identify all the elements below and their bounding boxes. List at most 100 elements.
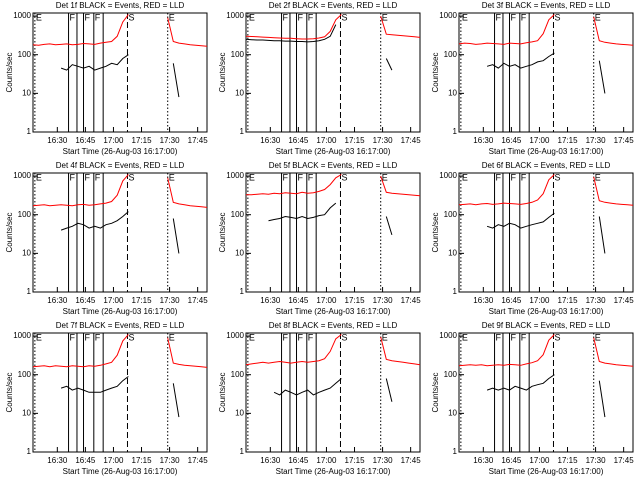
event-label: S — [554, 12, 560, 22]
event-label: F — [496, 332, 502, 342]
x-tick-label: 17:30 — [160, 296, 181, 305]
x-tick-label: 17:30 — [586, 296, 607, 305]
panel: Det 8f BLACK = Events, RED = LLD Start Ti… — [218, 321, 421, 476]
event-label: F — [298, 332, 304, 342]
panel-title: Det 1f BLACK = Events, RED = LLD — [56, 1, 185, 10]
x-tick-label: 16:45 — [75, 296, 96, 305]
event-label: E — [249, 332, 255, 342]
x-tick-label: 17:45 — [614, 456, 635, 465]
y-tick-label: 10 — [235, 408, 244, 417]
event-label: S — [128, 332, 134, 342]
event-label: F — [298, 172, 304, 182]
event-label: F — [308, 172, 314, 182]
data-line — [486, 52, 606, 94]
x-tick-label: 16:30 — [473, 136, 494, 145]
x-tick-label: 16:30 — [473, 456, 494, 465]
data-line — [458, 14, 634, 46]
y-axis-label: Counts/sec — [431, 212, 440, 252]
x-axis-label: Start Time (26-Aug-03 16:17:00) — [489, 307, 604, 316]
data-line — [246, 174, 421, 197]
y-tick-label: 100 — [18, 210, 32, 219]
event-label: F — [85, 12, 91, 22]
y-tick-label: 100 — [231, 370, 245, 379]
event-label: F — [283, 172, 289, 182]
event-label: E — [462, 332, 468, 342]
data-line — [245, 14, 421, 40]
x-tick-label: 17:15 — [558, 136, 579, 145]
event-label: F — [283, 332, 289, 342]
y-tick-label: 1 — [240, 447, 245, 456]
panel: Det 9f BLACK = Events, RED = LLD Start Ti… — [431, 321, 634, 476]
x-tick-label: 17:00 — [316, 456, 337, 465]
x-tick-label: 16:45 — [501, 136, 522, 145]
x-tick-label: 17:30 — [586, 136, 607, 145]
y-tick-label: 1000 — [226, 331, 244, 340]
y-axis-label: Counts/sec — [5, 372, 14, 412]
x-tick-label: 17:45 — [614, 136, 635, 145]
x-tick-label: 16:45 — [75, 136, 96, 145]
y-axis-label: Counts/sec — [431, 52, 440, 92]
plot-frame — [32, 12, 208, 133]
x-tick-label: 16:45 — [288, 456, 309, 465]
event-label: F — [70, 332, 76, 342]
x-tick-label: 17:15 — [132, 136, 153, 145]
x-axis-label: Start Time (26-Aug-03 16:17:00) — [489, 147, 604, 156]
x-tick-label: 16:30 — [47, 456, 68, 465]
x-tick-label: 17:15 — [558, 296, 579, 305]
x-tick-label: 16:45 — [75, 456, 96, 465]
event-label: S — [341, 12, 347, 22]
x-tick-label: 17:45 — [401, 456, 422, 465]
event-label: E — [36, 172, 42, 182]
event-label: F — [511, 332, 517, 342]
data-line — [268, 202, 393, 236]
data-line — [245, 24, 393, 71]
x-tick-label: 17:30 — [586, 456, 607, 465]
y-tick-label: 100 — [18, 370, 32, 379]
x-axis-label: Start Time (26-Aug-03 16:17:00) — [276, 307, 391, 316]
data-line — [32, 14, 208, 47]
event-label: E — [462, 12, 468, 22]
event-label: S — [554, 172, 560, 182]
event-label: S — [128, 172, 134, 182]
plot-frame — [245, 172, 421, 293]
event-label: F — [521, 12, 527, 22]
y-tick-label: 100 — [444, 370, 458, 379]
x-tick-label: 16:30 — [260, 136, 281, 145]
event-label: F — [511, 172, 517, 182]
y-tick-label: 1 — [453, 127, 458, 136]
plot-frame — [32, 172, 208, 293]
x-tick-label: 16:45 — [288, 136, 309, 145]
y-tick-label: 1 — [27, 287, 32, 296]
y-tick-label: 1 — [240, 127, 245, 136]
x-tick-label: 17:30 — [373, 296, 394, 305]
x-axis-label: Start Time (26-Aug-03 16:17:00) — [276, 467, 391, 476]
event-label: F — [511, 12, 517, 22]
event-label: E — [169, 172, 175, 182]
x-tick-label: 17:30 — [160, 136, 181, 145]
event-label: E — [249, 172, 255, 182]
x-tick-label: 16:30 — [260, 456, 281, 465]
x-tick-label: 16:45 — [501, 456, 522, 465]
y-tick-label: 10 — [448, 408, 457, 417]
y-tick-label: 100 — [231, 50, 245, 59]
panel-title: Det 3f BLACK = Events, RED = LLD — [482, 1, 611, 10]
y-tick-label: 1000 — [13, 171, 31, 180]
x-tick-label: 17:00 — [529, 296, 550, 305]
panel-title: Det 5f BLACK = Events, RED = LLD — [269, 161, 398, 170]
event-label: E — [595, 12, 601, 22]
x-tick-label: 17:00 — [103, 456, 124, 465]
x-tick-label: 17:45 — [188, 296, 209, 305]
event-label: E — [36, 332, 42, 342]
x-tick-label: 16:45 — [288, 296, 309, 305]
y-tick-label: 1000 — [439, 171, 457, 180]
x-tick-label: 17:00 — [529, 136, 550, 145]
data-line — [60, 54, 180, 98]
x-tick-label: 16:30 — [47, 296, 68, 305]
x-tick-label: 17:15 — [132, 456, 153, 465]
y-axis-label: Counts/sec — [5, 212, 14, 252]
y-tick-label: 1 — [27, 127, 32, 136]
panel-title: Det 8f BLACK = Events, RED = LLD — [269, 321, 398, 330]
event-label: F — [85, 172, 91, 182]
y-tick-label: 10 — [235, 88, 244, 97]
